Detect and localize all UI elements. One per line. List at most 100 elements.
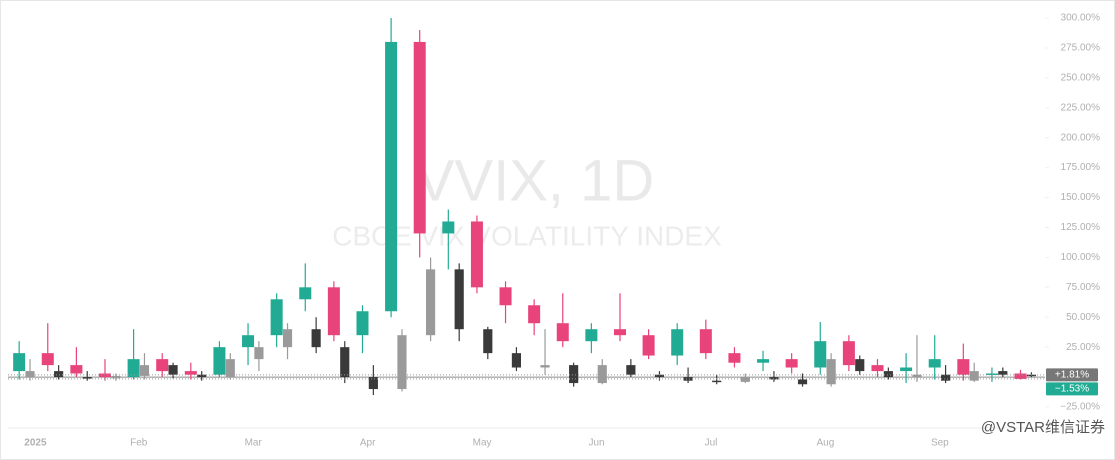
credit: @VSTAR维信证券 bbox=[981, 419, 1105, 436]
candle-body bbox=[184, 371, 197, 375]
candle-body bbox=[270, 299, 283, 336]
candle-body bbox=[900, 367, 913, 372]
candle-body bbox=[985, 373, 998, 375]
candle-body bbox=[470, 221, 483, 288]
candle-body bbox=[413, 41, 426, 234]
candle-body bbox=[311, 329, 321, 348]
candle-body bbox=[511, 353, 521, 368]
y-tick-label: 75.00% bbox=[1066, 282, 1100, 293]
candle-body bbox=[254, 347, 264, 360]
x-tick-label: Jun bbox=[588, 438, 604, 449]
candle-body bbox=[111, 375, 121, 379]
last-value-box bbox=[1046, 368, 1098, 382]
candle-body bbox=[82, 377, 92, 379]
candle-body bbox=[54, 371, 64, 378]
last-value-label: +1.81% bbox=[1055, 370, 1089, 381]
candle-body bbox=[282, 329, 293, 348]
candle-body bbox=[556, 323, 569, 342]
candle-body bbox=[871, 365, 884, 372]
y-tick-label: 125.00% bbox=[1061, 222, 1101, 233]
y-tick-label: 50.00% bbox=[1066, 312, 1100, 323]
y-tick-label: 225.00% bbox=[1061, 102, 1101, 113]
candle-body bbox=[969, 371, 979, 381]
candle-body bbox=[757, 359, 770, 363]
candle-body bbox=[728, 353, 741, 363]
candle-body bbox=[654, 374, 665, 378]
candle-body bbox=[941, 374, 951, 381]
candle-body bbox=[139, 365, 150, 376]
candle-body bbox=[499, 287, 512, 306]
x-tick-label: 2025 bbox=[24, 438, 47, 449]
x-tick-label: Apr bbox=[360, 438, 376, 449]
candle-body bbox=[70, 365, 83, 374]
candle-body bbox=[156, 359, 169, 372]
candle-body bbox=[683, 377, 693, 381]
candle-body bbox=[1014, 373, 1027, 379]
candle-body bbox=[540, 365, 550, 368]
candle-body bbox=[1026, 374, 1036, 377]
y-tick-label: 250.00% bbox=[1061, 72, 1101, 83]
candle-body bbox=[626, 365, 636, 375]
x-tick-label: Jul bbox=[705, 438, 718, 449]
candle-body bbox=[454, 269, 464, 330]
candle-body bbox=[740, 377, 750, 382]
y-tick-label: 175.00% bbox=[1061, 162, 1101, 173]
candle-body bbox=[855, 359, 865, 372]
last-value-label: −1.53% bbox=[1055, 384, 1089, 395]
candle-body bbox=[797, 379, 808, 385]
candle-body bbox=[671, 329, 684, 356]
candle-body bbox=[928, 359, 941, 368]
candle-body bbox=[368, 377, 378, 390]
candle-body bbox=[826, 359, 836, 385]
y-tick-label: 300.00% bbox=[1061, 13, 1101, 24]
candle-body bbox=[785, 359, 798, 368]
candle-body bbox=[41, 353, 54, 366]
candle-body bbox=[642, 335, 655, 356]
candle-body bbox=[13, 353, 26, 372]
candle-body bbox=[225, 359, 235, 378]
candle-body bbox=[842, 341, 855, 366]
candle-body bbox=[712, 380, 722, 383]
last-value-box bbox=[1046, 382, 1098, 396]
candle-body bbox=[814, 341, 827, 368]
candle-body bbox=[569, 365, 579, 384]
candle-body bbox=[426, 269, 436, 336]
candle-body bbox=[299, 287, 312, 300]
candle-body bbox=[597, 365, 607, 384]
candle-body bbox=[957, 359, 970, 375]
x-tick-label: Sep bbox=[931, 438, 949, 449]
y-tick-label: 275.00% bbox=[1061, 43, 1101, 54]
candle-body bbox=[528, 305, 541, 324]
y-tick-label: 200.00% bbox=[1061, 132, 1101, 143]
candle-body bbox=[912, 374, 922, 378]
candle-body bbox=[168, 365, 178, 375]
y-tick-label: −25.00% bbox=[1060, 402, 1100, 413]
candle-body bbox=[998, 371, 1008, 375]
candle-body bbox=[442, 221, 455, 234]
watermark-title: VVIX, 1D bbox=[416, 148, 655, 213]
y-tick-label: 150.00% bbox=[1061, 192, 1101, 203]
y-tick-label: 100.00% bbox=[1061, 252, 1101, 263]
candle-body bbox=[327, 287, 340, 336]
candle-body bbox=[356, 311, 369, 336]
candle-body bbox=[197, 374, 207, 378]
candle-body bbox=[483, 329, 493, 354]
candle-body bbox=[242, 335, 255, 348]
watermark-subtitle: CBOE VIX VOLATILITY INDEX bbox=[332, 220, 722, 251]
y-tick-label: 25.00% bbox=[1066, 342, 1100, 353]
candle-body bbox=[127, 359, 140, 378]
candle-body bbox=[585, 329, 598, 342]
x-tick-label: May bbox=[473, 438, 492, 449]
candle-body bbox=[397, 335, 407, 390]
candle-body bbox=[385, 41, 398, 312]
candle-body bbox=[769, 377, 779, 380]
candle-body bbox=[613, 329, 626, 336]
candle-body bbox=[883, 371, 893, 378]
candle-body bbox=[340, 347, 350, 378]
x-tick-label: Feb bbox=[130, 438, 148, 449]
x-tick-label: Aug bbox=[817, 438, 835, 449]
candle-body bbox=[699, 329, 712, 354]
candle-body bbox=[25, 371, 35, 378]
